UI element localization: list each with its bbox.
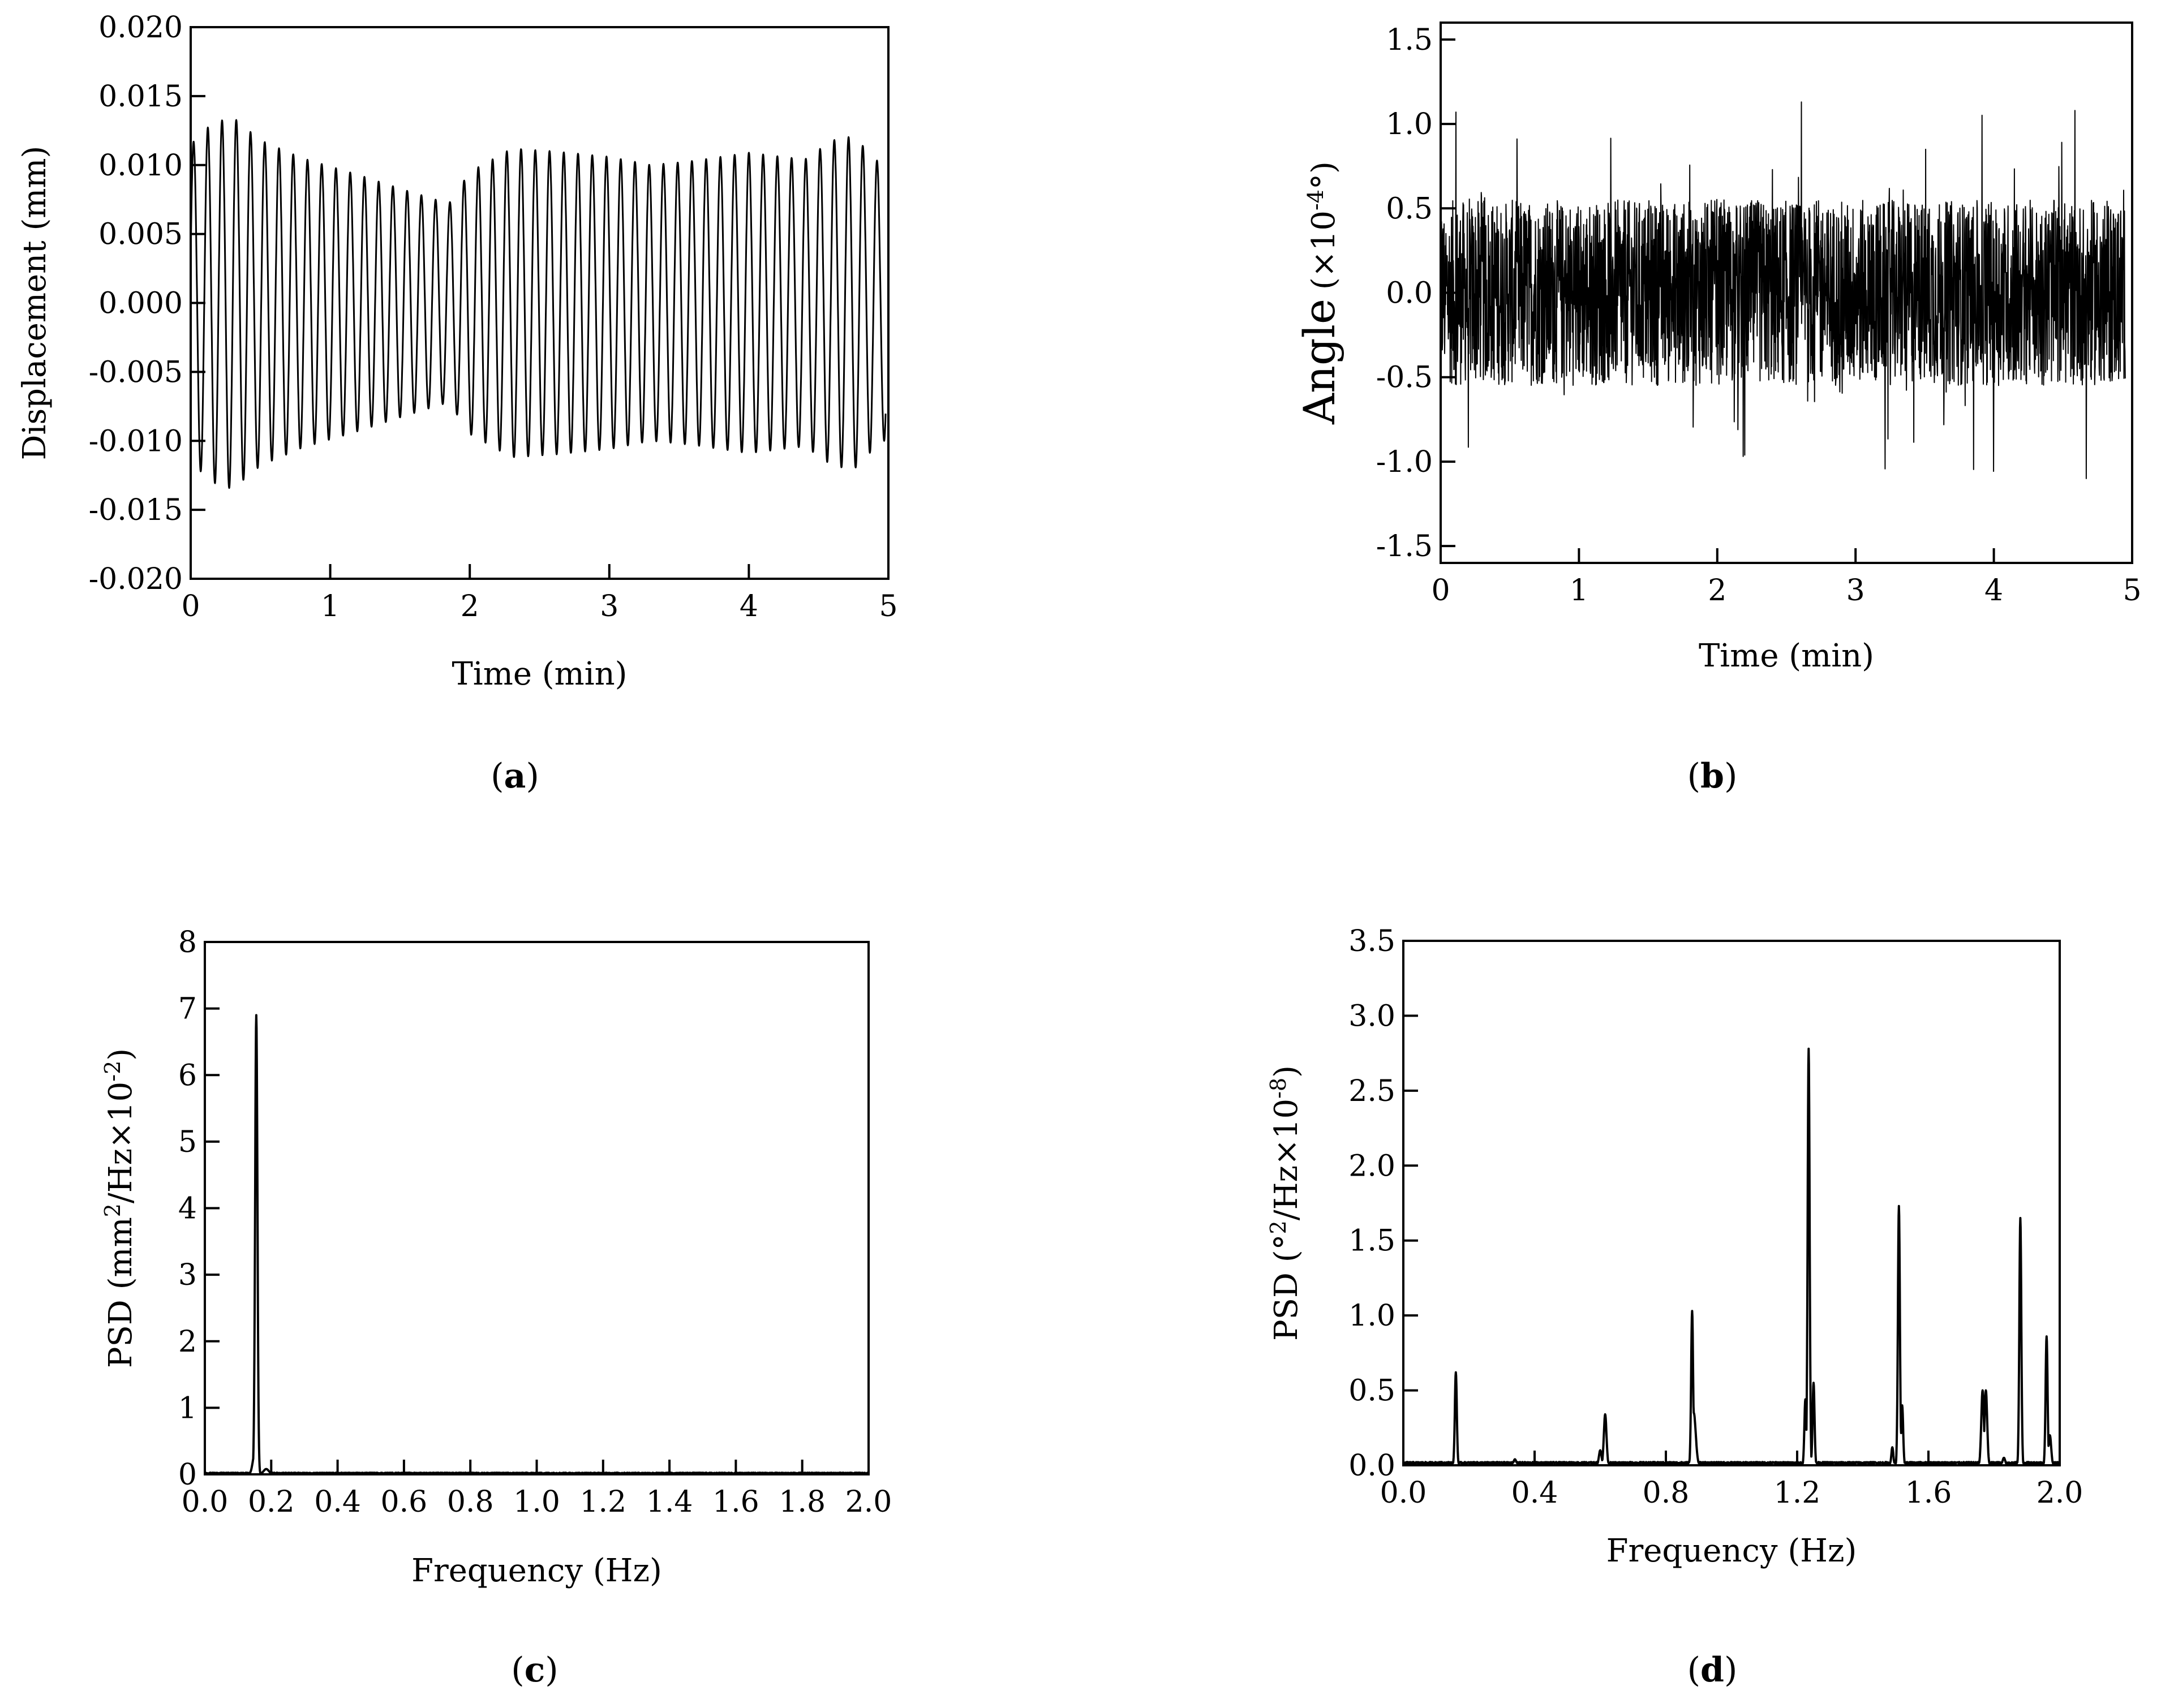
- panel-c-y-ticks: 0 1 2 3 4 5 6 7 8: [178, 926, 220, 1492]
- panel-b-y-tick-label: -1.0: [1376, 445, 1433, 479]
- panel-a-caption: (a): [491, 756, 539, 796]
- panel-c-x-ticks: 0.0 0.2 0.4 0.6 0.8 1.0 1.2 1.4 1.6 1.8 2.0: [182, 1460, 892, 1519]
- panel-d-psd-line: [1402, 1047, 2061, 1465]
- panel-c-y-tick-label: 8: [178, 926, 197, 960]
- panel-a-x-tick-label: 4: [740, 590, 758, 623]
- panel-b-x-tick-label: 3: [1846, 574, 1865, 608]
- panel-d-y-tick-label: 2.5: [1348, 1074, 1395, 1108]
- panel-d-y-tick-label: 1.5: [1348, 1224, 1395, 1258]
- panel-a-x-axis-label: Time (min): [452, 656, 627, 692]
- panel-a-x-tick-label: 5: [879, 590, 897, 623]
- panel-d-x-tick-label: 2.0: [2037, 1476, 2083, 1510]
- panel-c-x-tick-label: 0.8: [447, 1485, 494, 1519]
- panel-d-y-ticks: 0.0 0.5 1.0 1.5 2.0 2.5 3.0 3.5: [1348, 924, 1418, 1483]
- panel-a-y-tick-label: 0.010: [98, 149, 183, 183]
- panel-a-y-tick-label: -0.020: [89, 562, 183, 596]
- panel-b-y-tick-label: 0.5: [1386, 192, 1433, 226]
- panel-b-x-ticks: 0 1 2 3 4 5: [1431, 548, 2142, 608]
- panel-b-x-tick-label: 4: [1984, 574, 2003, 608]
- panel-c-y-tick-label: 4: [178, 1192, 197, 1226]
- panel-c-psd-displacement-chart: 0 1 2 3 4 5 6 7 8 0.0 0.2 0.4 0.6 0.8 1.0 1.2 1.4 1.6 1.8…: [100, 926, 892, 1690]
- panel-d-x-axis-label: Frequency (Hz): [1606, 1533, 1857, 1569]
- panel-d-y-axis-label: PSD (°2/Hz×10-8): [1266, 1065, 1305, 1341]
- panel-d-y-tick-label: 2.0: [1348, 1149, 1395, 1183]
- panel-c-x-tick-label: 0.2: [248, 1485, 295, 1519]
- panel-a-y-tick-label: 0.000: [98, 287, 183, 321]
- panel-d-y-tick-label: 0.0: [1348, 1449, 1395, 1483]
- panel-b-x-tick-label: 5: [2123, 574, 2141, 608]
- panel-a-y-tick-label: -0.015: [89, 493, 183, 527]
- panel-c-y-tick-label: 2: [178, 1325, 197, 1359]
- panel-c-x-tick-label: 0.4: [314, 1485, 361, 1519]
- panel-c-x-tick-label: 1.0: [513, 1485, 560, 1519]
- panel-a-x-ticks: 0 1 2 3 4 5: [181, 564, 898, 623]
- panel-c-x-tick-label: 1.6: [712, 1485, 759, 1519]
- panel-c-caption: (c): [511, 1650, 558, 1690]
- panel-a-x-tick-label: 3: [600, 590, 618, 623]
- panel-b-angle-chart: -1.5 -1.0 -0.5 0.0 0.5 1.0 1.5 0 1 2 3 4 5 Time (mi…: [1294, 21, 2142, 796]
- panel-a-y-tick-label: 0.005: [98, 218, 183, 252]
- panel-d-x-tick-label: 0.4: [1511, 1476, 1558, 1510]
- panel-b-y-tick-label: -0.5: [1376, 361, 1433, 395]
- panel-d-plot-frame: [1402, 940, 2061, 1466]
- panel-c-x-axis-label: Frequency (Hz): [411, 1552, 662, 1589]
- panel-d-x-tick-label: 1.6: [1905, 1476, 1952, 1510]
- panel-c-x-tick-label: 0.6: [381, 1485, 428, 1519]
- panel-c-x-tick-label: 1.2: [579, 1485, 626, 1519]
- panel-d-x-tick-label: 1.2: [1774, 1476, 1821, 1510]
- panel-d-x-ticks: 0.0 0.4 0.8 1.2 1.6 2.0: [1380, 1451, 2083, 1510]
- panel-b-y-axis-label-main: Angle: [1294, 299, 1344, 425]
- panel-b-plot-frame: [1440, 21, 2133, 564]
- panel-d-x-tick-label: 0.8: [1643, 1476, 1690, 1510]
- panel-c-x-tick-label: 0.0: [182, 1485, 229, 1519]
- panel-b-angle-line: [1440, 101, 2126, 479]
- panel-c-y-tick-label: 0: [178, 1458, 197, 1492]
- panel-a-plot-frame: [190, 26, 890, 580]
- panel-b-caption: (b): [1687, 756, 1738, 796]
- panel-c-y-tick-label: 5: [178, 1125, 197, 1159]
- panel-d-y-tick-label: 0.5: [1348, 1374, 1395, 1408]
- panel-c-y-tick-label: 3: [178, 1258, 197, 1292]
- panel-c-y-axis-label: PSD (mm2/Hz×10-2): [100, 1048, 139, 1368]
- panel-c-x-tick-label: 2.0: [845, 1485, 892, 1519]
- panel-c-x-tick-label: 1.4: [646, 1485, 693, 1519]
- panel-c-y-tick-label: 6: [178, 1059, 197, 1092]
- panel-d-y-tick-label: 1.0: [1348, 1299, 1395, 1333]
- panel-b-x-tick-label: 1: [1570, 574, 1588, 608]
- panel-a-displacement-chart: -0.020 -0.015 -0.010 -0.005 0.000 0.005 0.010 0…: [16, 11, 898, 796]
- panel-a-y-tick-label: 0.020: [98, 11, 183, 45]
- panel-a-x-tick-label: 1: [321, 590, 340, 623]
- panel-d-y-tick-label: 3.0: [1348, 999, 1395, 1033]
- panel-b-y-ticks: -1.5 -1.0 -0.5 0.0 0.5 1.0 1.5: [1376, 23, 1455, 563]
- panel-a-x-tick-label: 0: [181, 590, 200, 623]
- panel-a-y-tick-label: -0.010: [89, 424, 183, 458]
- panel-d-caption: (d): [1687, 1650, 1738, 1690]
- panel-a-y-ticks: -0.020 -0.015 -0.010 -0.005 0.000 0.005 0.010 0…: [89, 11, 205, 596]
- panel-b-y-tick-label: 1.5: [1386, 23, 1433, 57]
- panel-d-x-tick-label: 0.0: [1380, 1476, 1427, 1510]
- panel-b-x-tick-label: 2: [1708, 574, 1726, 608]
- panel-d-psd-angle-chart: 0.0 0.5 1.0 1.5 2.0 2.5 3.0 3.5 0.0 0.4 0.8 1.2 1.6…: [1266, 924, 2083, 1690]
- panel-a-y-tick-label: 0.015: [98, 80, 183, 114]
- panel-c-y-tick-label: 7: [178, 992, 197, 1026]
- panel-b-x-axis-label: Time (min): [1699, 638, 1874, 674]
- panel-c-y-tick-label: 1: [178, 1391, 197, 1425]
- panel-c-plot-frame: [204, 941, 870, 1475]
- panel-a-y-tick-label: -0.005: [89, 355, 183, 389]
- panel-a-displacement-line: [190, 119, 887, 489]
- panel-b-y-tick-label: 1.0: [1386, 107, 1433, 141]
- panel-b-y-tick-label: -1.5: [1376, 530, 1433, 563]
- panel-b-y-tick-label: 0.0: [1386, 277, 1433, 311]
- panel-d-y-tick-label: 3.5: [1348, 924, 1395, 958]
- panel-c-psd-line: [204, 1014, 870, 1475]
- panel-a-y-axis-label: Displacement (mm): [16, 146, 53, 461]
- panel-c-x-tick-label: 1.8: [779, 1485, 826, 1519]
- panel-a-x-tick-label: 2: [461, 590, 479, 623]
- panel-b-y-axis-label: Angle(×10-4°): [1294, 161, 1344, 425]
- panel-b-x-tick-label: 0: [1431, 574, 1450, 608]
